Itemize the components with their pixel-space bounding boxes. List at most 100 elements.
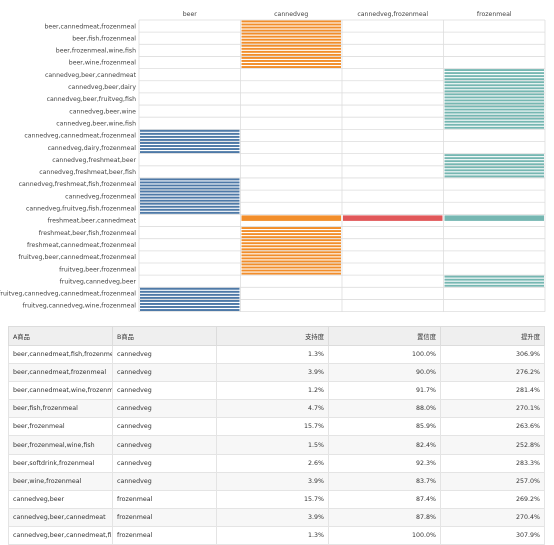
matrix-cell[interactable] [241,248,342,251]
matrix-cell[interactable] [241,29,342,32]
matrix-cell[interactable] [140,211,240,214]
matrix-cell[interactable] [241,23,342,26]
matrix-cell[interactable] [444,81,545,84]
matrix-cell[interactable] [140,184,240,187]
matrix-cell[interactable] [444,215,545,221]
matrix-cell[interactable] [241,239,342,242]
matrix-cell[interactable] [444,284,545,287]
matrix-cell[interactable] [241,26,342,29]
matrix-cell[interactable] [444,105,545,108]
matrix-cell[interactable] [444,78,545,81]
table-row[interactable]: cannedveg,beer,cannedmeat,fish frozenmeal… [8,525,545,545]
matrix-cell[interactable] [241,269,342,272]
matrix-cell[interactable] [241,266,342,269]
matrix-cell[interactable] [140,135,240,138]
matrix-cell[interactable] [343,215,443,221]
matrix-cell[interactable] [241,245,342,248]
matrix-cell[interactable] [241,53,342,56]
matrix-cell[interactable] [140,187,240,190]
matrix-cell[interactable] [140,190,240,193]
matrix-cell[interactable] [444,154,545,157]
table-row[interactable]: beer,frozenmeal,wine,fish cannedveg 1.5% 82… [8,435,545,455]
matrix-cell[interactable] [140,199,240,202]
matrix-cell[interactable] [241,230,342,233]
matrix-cell[interactable] [444,111,545,114]
matrix-cell[interactable] [140,196,240,199]
matrix-cell[interactable] [241,215,342,221]
matrix-cell[interactable] [444,69,545,72]
matrix-cell[interactable] [241,47,342,50]
matrix-cell[interactable] [140,309,240,311]
matrix-cell[interactable] [140,151,240,154]
matrix-cell[interactable] [241,56,342,59]
matrix-cell[interactable] [444,90,545,93]
matrix-cell[interactable] [444,75,545,78]
matrix-cell[interactable] [241,272,342,275]
matrix-cell[interactable] [140,148,240,151]
column-header-b-item[interactable]: B商品 [112,326,217,346]
matrix-cell[interactable] [444,157,545,160]
table-row[interactable]: beer,fish,frozenmeal cannedveg 4.7% 88.0% 27… [8,399,545,419]
table-row[interactable]: beer,wine,frozenmeal cannedveg 3.9% 83.7% 25… [8,471,545,491]
matrix-cell[interactable] [444,281,545,284]
table-row[interactable]: beer,cannedmeat,frozenmeal cannedveg 3.9% 9… [8,363,545,383]
matrix-cell[interactable] [140,129,240,132]
matrix-cell[interactable] [140,290,240,293]
matrix-cell[interactable] [241,251,342,254]
matrix-cell[interactable] [444,108,545,111]
matrix-cell[interactable] [444,87,545,90]
matrix-cell[interactable] [241,50,342,53]
table-row[interactable]: cannedveg,beer frozenmeal 15.7% 87.4% 269.2% [8,489,545,509]
matrix-cell[interactable] [444,96,545,99]
matrix-cell[interactable] [444,172,545,175]
matrix-cell[interactable] [241,257,342,260]
matrix-cell[interactable] [444,99,545,102]
matrix-cell[interactable] [444,175,545,178]
matrix-cell[interactable] [241,260,342,263]
matrix-cell[interactable] [140,178,240,181]
matrix-cell[interactable] [140,142,240,144]
matrix-cell[interactable] [241,59,342,62]
table-row[interactable]: cannedveg,beer,cannedmeat frozenmeal 3.9% 8… [8,507,545,527]
matrix-cell[interactable] [140,302,240,305]
matrix-cell[interactable] [241,263,342,266]
matrix-cell[interactable] [444,163,545,166]
matrix-cell[interactable] [140,296,240,299]
matrix-cell[interactable] [140,287,240,290]
matrix-cell[interactable] [241,20,342,23]
matrix-cell[interactable] [444,84,545,87]
matrix-cell[interactable] [444,93,545,96]
matrix-cell[interactable] [444,275,545,278]
matrix-cell[interactable] [241,63,342,65]
table-row[interactable]: beer,cannedmeat,wine,frozenmeal cannedveg… [8,381,545,401]
column-header-a-item[interactable]: A商品 [8,326,113,346]
matrix-cell[interactable] [444,126,545,129]
table-row[interactable]: beer,frozenmeal cannedveg 15.7% 85.9% 263.6% [8,417,545,437]
matrix-cell[interactable] [140,132,240,135]
matrix-cell[interactable] [140,293,240,296]
matrix-cell[interactable] [444,72,545,75]
matrix-cell[interactable] [140,306,240,308]
column-header-support[interactable]: 支持度 [216,326,329,346]
matrix-cell[interactable] [444,160,545,163]
matrix-cell[interactable] [241,233,342,236]
column-header-confidence[interactable]: 置信度 [328,326,441,346]
matrix-cell[interactable] [444,117,545,120]
matrix-cell[interactable] [444,169,545,172]
matrix-cell[interactable] [241,254,342,257]
matrix-cell[interactable] [241,41,342,44]
matrix-cell[interactable] [140,145,240,147]
matrix-cell[interactable] [444,123,545,126]
matrix-cell[interactable] [241,66,342,68]
matrix-cell[interactable] [241,35,342,38]
matrix-cell[interactable] [444,166,545,169]
matrix-cell[interactable] [140,193,240,196]
matrix-cell[interactable] [444,278,545,281]
table-row[interactable]: beer,cannedmeat,fish,frozenmeal cannedveg… [8,344,545,365]
matrix-cell[interactable] [241,32,342,35]
matrix-cell[interactable] [241,44,342,47]
matrix-cell[interactable] [241,38,342,41]
matrix-cell[interactable] [444,102,545,105]
matrix-cell[interactable] [140,205,240,208]
matrix-cell[interactable] [241,242,342,245]
